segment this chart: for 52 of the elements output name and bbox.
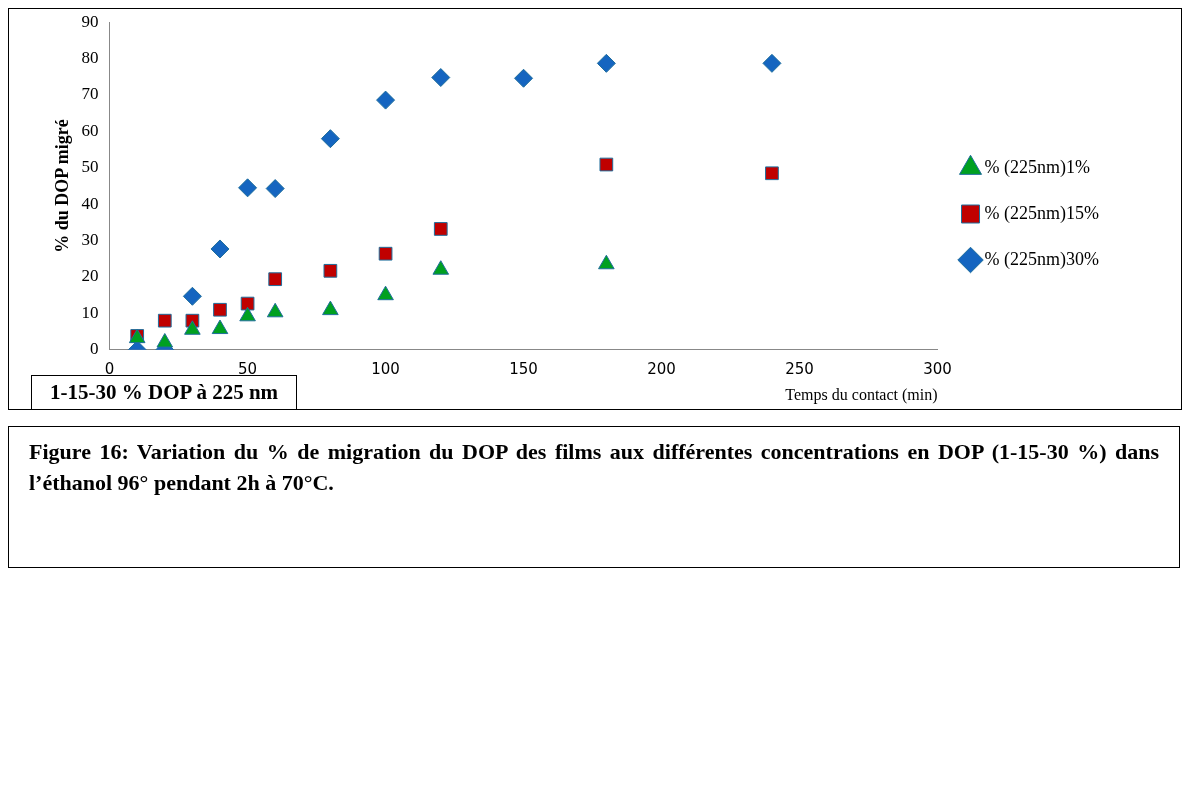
y-tick-label: 50 (81, 157, 99, 177)
legend-label: % (225nm)15% (984, 202, 1100, 224)
point (432, 260, 450, 275)
y-tick-label: 60 (81, 120, 99, 140)
point (184, 320, 201, 335)
point (599, 157, 614, 172)
y-tick-label: 80 (81, 48, 99, 68)
point (378, 246, 393, 261)
point (514, 68, 534, 88)
point (265, 179, 285, 199)
caption: Figure 16: Variation du % de migration du DOP des films aux différentes concentrations en DOP (1-15-30 %) dans l’éthanol 96° pendant 2h à 70°C. (8, 426, 1180, 568)
legend-label: % (225nm)1% (984, 156, 1091, 178)
x-tick-label: 150 (509, 359, 538, 378)
point (266, 302, 284, 318)
x-tick-label: 0 (104, 359, 115, 378)
point (433, 222, 448, 236)
point (156, 333, 174, 348)
point (210, 239, 230, 259)
point (239, 306, 256, 322)
point (376, 90, 396, 110)
point (431, 68, 451, 88)
point (238, 178, 258, 198)
point (765, 166, 779, 181)
point (323, 263, 338, 278)
x-tick-label: 250 (785, 359, 814, 378)
point (596, 53, 616, 73)
point (213, 302, 227, 317)
x-tick-label: 100 (371, 359, 400, 378)
y-tick-label: 10 (81, 302, 99, 322)
text: 1-15-30 % DOP à 225 nm (50, 380, 279, 404)
point (182, 286, 202, 306)
point (322, 300, 339, 316)
point (377, 285, 394, 301)
y-tick-label: 20 (81, 266, 99, 286)
y-tick-label: 0 (90, 339, 99, 359)
y-tick-label: 30 (81, 230, 99, 250)
point (268, 272, 283, 287)
point (211, 319, 229, 335)
x-tick-label: 200 (647, 359, 676, 378)
point (157, 313, 172, 328)
point (320, 129, 340, 149)
y-tick-label: 70 (81, 84, 99, 104)
y-tick-label: 40 (81, 193, 99, 213)
point (240, 296, 255, 311)
y-axis-title: % du DOP migré (52, 119, 73, 253)
legend-label: % (225nm)30% (984, 248, 1100, 270)
x-axis-title: Temps du contact (min) (785, 385, 938, 404)
point (598, 254, 615, 270)
y-tick-label: 90 (81, 11, 99, 31)
point (762, 53, 782, 73)
x-tick-label: 300 (923, 359, 952, 378)
x-tick-label: 50 (238, 359, 258, 378)
